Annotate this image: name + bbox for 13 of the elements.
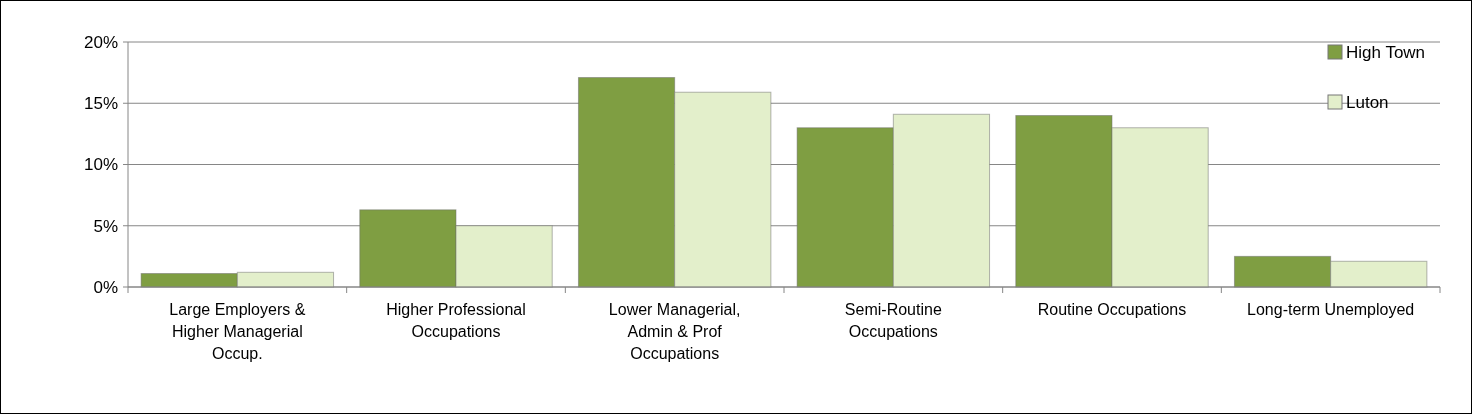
x-tick-label: Large Employers & Higher Managerial Occup. <box>169 301 306 362</box>
y-tick-label: 5% <box>93 216 118 236</box>
legend-label: High Town <box>1346 42 1426 62</box>
x-tick-label: Higher Professional Occupations <box>386 301 526 340</box>
x-tick-label: Routine Occupations <box>1037 301 1187 318</box>
y-tick-label: 0% <box>93 277 118 297</box>
y-tick-label: 15% <box>83 94 118 114</box>
x-tick-label: Lower Managerial, Admin & Prof Occupations <box>608 301 741 362</box>
y-tick-label: 10% <box>83 155 118 175</box>
x-tick-label: Long-term Unemployed <box>1247 301 1415 318</box>
y-tick-label: 20% <box>83 32 118 52</box>
x-tick-label: Semi-Routine Occupations <box>844 301 942 340</box>
legend-label: Luton <box>1346 92 1389 112</box>
